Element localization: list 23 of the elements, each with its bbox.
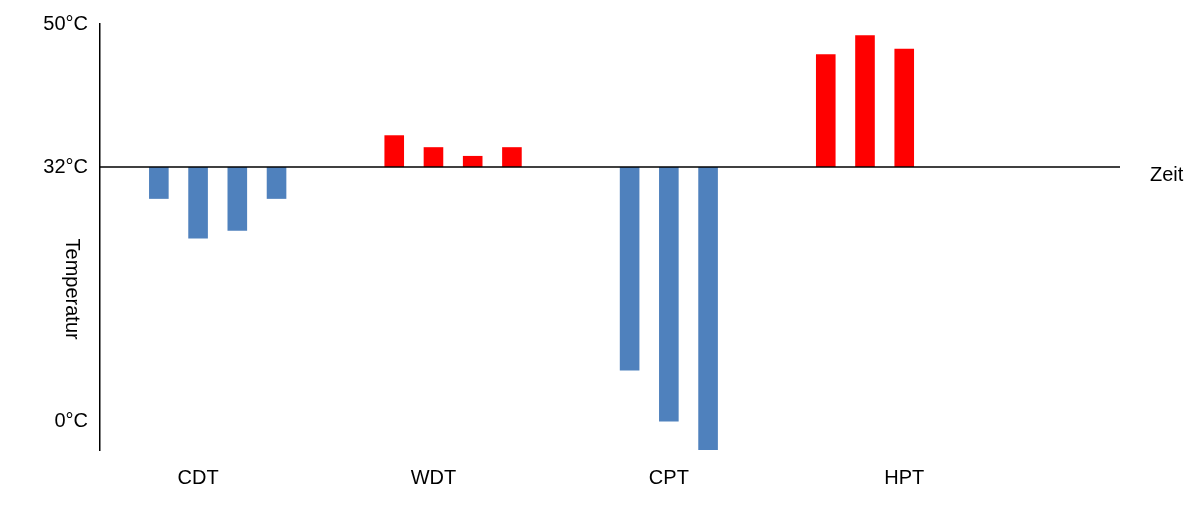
- y-tick-label: 50°C: [43, 11, 88, 34]
- bar: [894, 48, 915, 168]
- x-tick-label: HPT: [884, 465, 925, 488]
- bar: [149, 167, 169, 199]
- bar: [855, 35, 875, 168]
- y-tick-label: 0°C: [54, 408, 88, 431]
- bar: [227, 167, 248, 231]
- x-axis-title: Zeit: [1150, 162, 1184, 185]
- bar: [698, 167, 718, 450]
- bar: [619, 167, 640, 371]
- x-tick-label: CDT: [177, 465, 219, 488]
- x-tick-label: CPT: [648, 465, 689, 488]
- bar: [188, 167, 208, 239]
- bar: [815, 54, 836, 168]
- bar: [266, 167, 287, 199]
- y-axis-title: Temperatur: [62, 238, 85, 341]
- bar: [502, 147, 522, 168]
- bar: [384, 135, 405, 168]
- y-tick-label: 32°C: [43, 154, 88, 177]
- x-tick-label: WDT: [410, 465, 457, 488]
- bar: [462, 155, 483, 168]
- bar: [423, 147, 444, 168]
- bar: [659, 167, 679, 422]
